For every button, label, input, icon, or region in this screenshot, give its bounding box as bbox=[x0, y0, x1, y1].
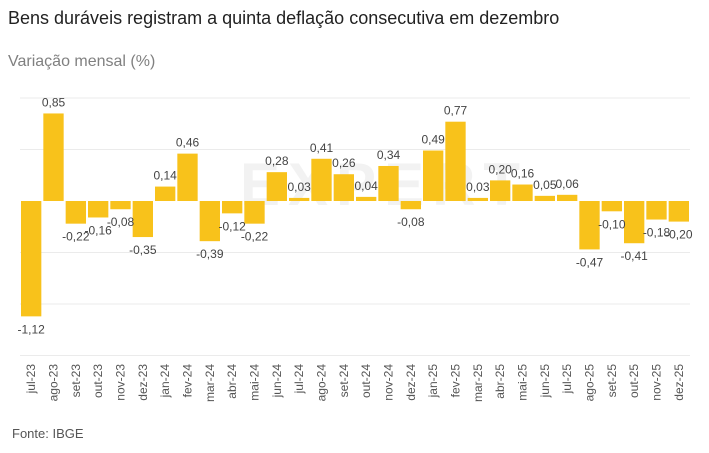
x-tick-ago-24: ago-24 bbox=[315, 364, 329, 402]
bar-fev-24 bbox=[177, 153, 198, 201]
data-label-ago-23: 0,85 bbox=[42, 95, 66, 109]
x-tick-nov-25: nov-25 bbox=[650, 364, 664, 401]
data-label-mar-25: 0,03 bbox=[466, 180, 490, 194]
bar-nov-25 bbox=[646, 201, 667, 220]
bar-set-23 bbox=[65, 201, 86, 224]
data-label-ago-25: -0,47 bbox=[576, 255, 604, 269]
x-tick-abr-25: abr-25 bbox=[493, 364, 507, 399]
x-tick-out-23: out-23 bbox=[91, 364, 105, 398]
data-label-dez-25: -0,20 bbox=[665, 228, 693, 242]
bar-mar-25 bbox=[467, 197, 488, 201]
data-label-dez-24: -0,08 bbox=[397, 215, 425, 229]
x-tick-jul-25: jul-25 bbox=[560, 364, 574, 395]
x-tick-fev-24: fev-24 bbox=[181, 364, 195, 398]
x-tick-dez-25: dez-25 bbox=[672, 364, 686, 401]
bar-mai-25 bbox=[512, 184, 533, 201]
x-tick-mai-25: mai-25 bbox=[516, 364, 530, 401]
bar-jul-25 bbox=[557, 194, 578, 201]
bar-abr-25 bbox=[490, 180, 511, 201]
data-label-jul-25: 0,06 bbox=[555, 177, 579, 191]
x-tick-mar-25: mar-25 bbox=[471, 364, 485, 402]
bars bbox=[21, 113, 689, 317]
x-tick-ago-25: ago-25 bbox=[583, 364, 597, 402]
x-tick-jun-24: jun-24 bbox=[270, 364, 284, 399]
x-tick-dez-23: dez-23 bbox=[136, 364, 150, 401]
data-label-mai-25: 0,16 bbox=[511, 167, 535, 181]
x-tick-jan-24: jan-24 bbox=[158, 364, 172, 399]
data-label-out-25: -0,41 bbox=[620, 249, 648, 263]
data-label-dez-23: -0,35 bbox=[129, 243, 157, 257]
data-label-set-24: 0,26 bbox=[332, 156, 356, 170]
bar-fev-25 bbox=[445, 121, 466, 201]
data-label-fev-24: 0,46 bbox=[176, 136, 200, 150]
data-label-set-25: -0,10 bbox=[598, 217, 626, 231]
data-label-out-23: -0,16 bbox=[84, 223, 112, 237]
x-tick-nov-23: nov-23 bbox=[114, 364, 128, 401]
data-label-nov-25: -0,18 bbox=[643, 226, 671, 240]
bar-abr-24 bbox=[222, 201, 243, 214]
x-tick-nov-24: nov-24 bbox=[382, 364, 396, 401]
x-tick-fev-25: fev-25 bbox=[449, 364, 463, 398]
bar-dez-25 bbox=[668, 201, 689, 222]
x-tick-dez-24: dez-24 bbox=[404, 364, 418, 401]
bar-jun-24 bbox=[266, 172, 287, 201]
data-label-jun-24: 0,28 bbox=[265, 154, 289, 168]
gridlines bbox=[20, 97, 690, 356]
x-tick-abr-24: abr-24 bbox=[225, 364, 239, 399]
bar-mar-24 bbox=[199, 201, 220, 242]
data-label-abr-25: 0,20 bbox=[488, 162, 512, 176]
x-tick-jul-23: jul-23 bbox=[24, 364, 38, 395]
data-label-fev-25: 0,77 bbox=[444, 104, 468, 118]
data-label-jul-24: 0,03 bbox=[287, 180, 311, 194]
x-tick-set-25: set-25 bbox=[605, 364, 619, 398]
bar-dez-24 bbox=[400, 201, 421, 210]
x-tick-mar-24: mar-24 bbox=[203, 364, 217, 402]
data-label-mai-24: -0,22 bbox=[241, 230, 269, 244]
x-tick-set-24: set-24 bbox=[337, 364, 351, 398]
bar-jan-25 bbox=[423, 150, 444, 201]
data-label-ago-24: 0,41 bbox=[310, 141, 334, 155]
bar-mai-24 bbox=[244, 201, 265, 224]
source-note: Fonte: IBGE bbox=[12, 426, 84, 441]
data-label-set-23: -0,22 bbox=[62, 230, 90, 244]
bar-ago-24 bbox=[311, 158, 332, 201]
bar-out-25 bbox=[624, 201, 645, 244]
bar-dez-23 bbox=[132, 201, 153, 238]
bar-jun-25 bbox=[534, 195, 555, 201]
x-tick-out-24: out-24 bbox=[359, 364, 373, 398]
data-label-nov-24: 0,34 bbox=[377, 148, 401, 162]
x-tick-jan-25: jan-25 bbox=[426, 364, 440, 399]
data-label-abr-24: -0,12 bbox=[218, 219, 246, 233]
x-tick-mai-24: mai-24 bbox=[248, 364, 262, 401]
data-label-nov-23: -0,08 bbox=[107, 215, 135, 229]
data-label-jun-25: 0,05 bbox=[533, 178, 557, 192]
bar-ago-23 bbox=[43, 113, 64, 201]
chart-subtitle: Variação mensal (%) bbox=[8, 53, 156, 70]
bar-nov-24 bbox=[378, 165, 399, 201]
x-tick-jun-25: jun-25 bbox=[538, 364, 552, 399]
bar-out-23 bbox=[88, 201, 109, 218]
data-label-jan-25: 0,49 bbox=[421, 133, 445, 147]
bar-set-24 bbox=[333, 174, 354, 201]
x-tick-ago-23: ago-23 bbox=[47, 364, 61, 402]
bar-jul-23 bbox=[21, 201, 42, 317]
bar-jul-24 bbox=[289, 197, 310, 201]
bar-ago-25 bbox=[579, 201, 600, 250]
bar-out-24 bbox=[356, 196, 377, 201]
x-tick-set-23: set-23 bbox=[69, 364, 83, 398]
data-labels: -1,120,85-0,22-0,16-0,08-0,350,140,46-0,… bbox=[17, 95, 692, 336]
x-tick-jul-24: jul-24 bbox=[292, 364, 306, 395]
x-tick-out-25: out-25 bbox=[627, 364, 641, 398]
data-label-out-24: 0,04 bbox=[354, 179, 378, 193]
bar-jan-24 bbox=[155, 186, 176, 201]
bar-nov-23 bbox=[110, 201, 131, 210]
x-axis-labels: jul-23 ago-23 set-23 out-23 nov-23 dez-23 jan-… bbox=[24, 364, 686, 402]
chart-title: Bens duráveis registram a quinta deflaçã… bbox=[8, 8, 560, 28]
data-label-jul-23: -1,12 bbox=[17, 322, 45, 336]
bar-set-25 bbox=[601, 201, 622, 212]
data-label-mar-24: -0,39 bbox=[196, 247, 224, 261]
data-label-jan-24: 0,14 bbox=[153, 169, 177, 183]
